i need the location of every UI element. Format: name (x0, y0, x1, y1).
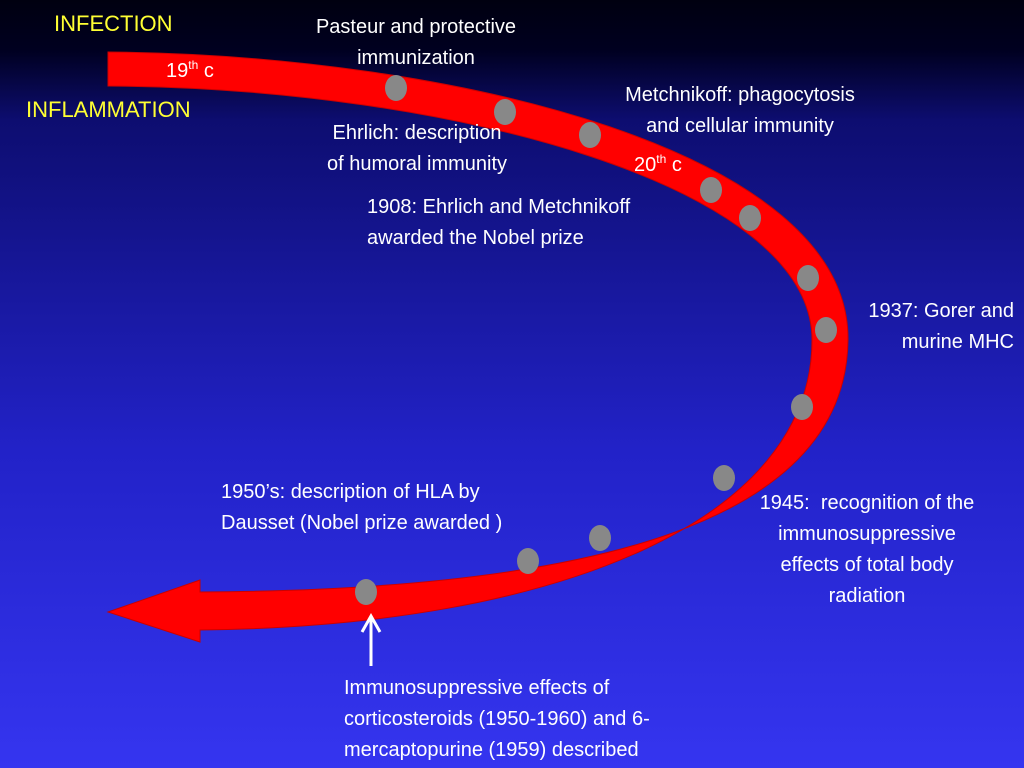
text-line: 1945: recognition of the (759, 492, 975, 514)
text-line: 1908: Ehrlich and Metchnikoff (367, 196, 631, 218)
inflammation-label: INFLAMMATION (26, 97, 191, 122)
event-label: 1945: recognition of the immunosuppressiv… (722, 488, 1012, 612)
event-label: 1937: Gorer and murine MHC (800, 296, 1014, 358)
text-line: radiation (828, 585, 906, 607)
text-line: Ehrlich: description (332, 122, 502, 144)
text-line: of humoral immunity (326, 153, 508, 175)
text-line: Pasteur and protective (315, 16, 517, 38)
text-line: 1950’s: description of HLA by (221, 481, 480, 503)
text-line: effects of total body (780, 554, 954, 576)
event-label: 1908: Ehrlich and Metchnikoff awarded the… (367, 192, 630, 254)
event-label: 1950’s: description of HLA by Dausset (No… (221, 477, 502, 539)
event-label: Immunosuppressive effects of corticostero… (344, 673, 650, 766)
infection-label: INFECTION (54, 11, 173, 36)
timeline-arrow (106, 51, 849, 643)
era-label: 20th c (634, 152, 682, 176)
event-label: Pasteur and protective immunization (276, 12, 556, 74)
text-line: corticosteroids (1950-1960) and 6- (344, 708, 650, 730)
text-line: mercaptopurine (1959) described (344, 739, 639, 761)
text-line: murine MHC (901, 331, 1014, 353)
text-line: Metchnikoff: phagocytosis (625, 84, 855, 106)
milestone-dots (355, 75, 837, 605)
text-line: and cellular immunity (646, 115, 834, 137)
text-line: Immunosuppressive effects of (344, 677, 610, 699)
pointer-arrow (360, 612, 382, 666)
text-line: awarded the Nobel prize (367, 227, 584, 249)
text-line: Dausset (Nobel prize awarded ) (221, 512, 503, 534)
era-label: 19th c (166, 58, 214, 82)
text-line: 1937: Gorer and (868, 300, 1014, 322)
text-line: immunosuppressive (778, 523, 956, 545)
text-line: immunization (357, 47, 475, 69)
event-label: Ehrlich: description of humoral immunity (292, 118, 542, 180)
event-label: Metchnikoff: phagocytosis and cellular im… (580, 80, 900, 142)
